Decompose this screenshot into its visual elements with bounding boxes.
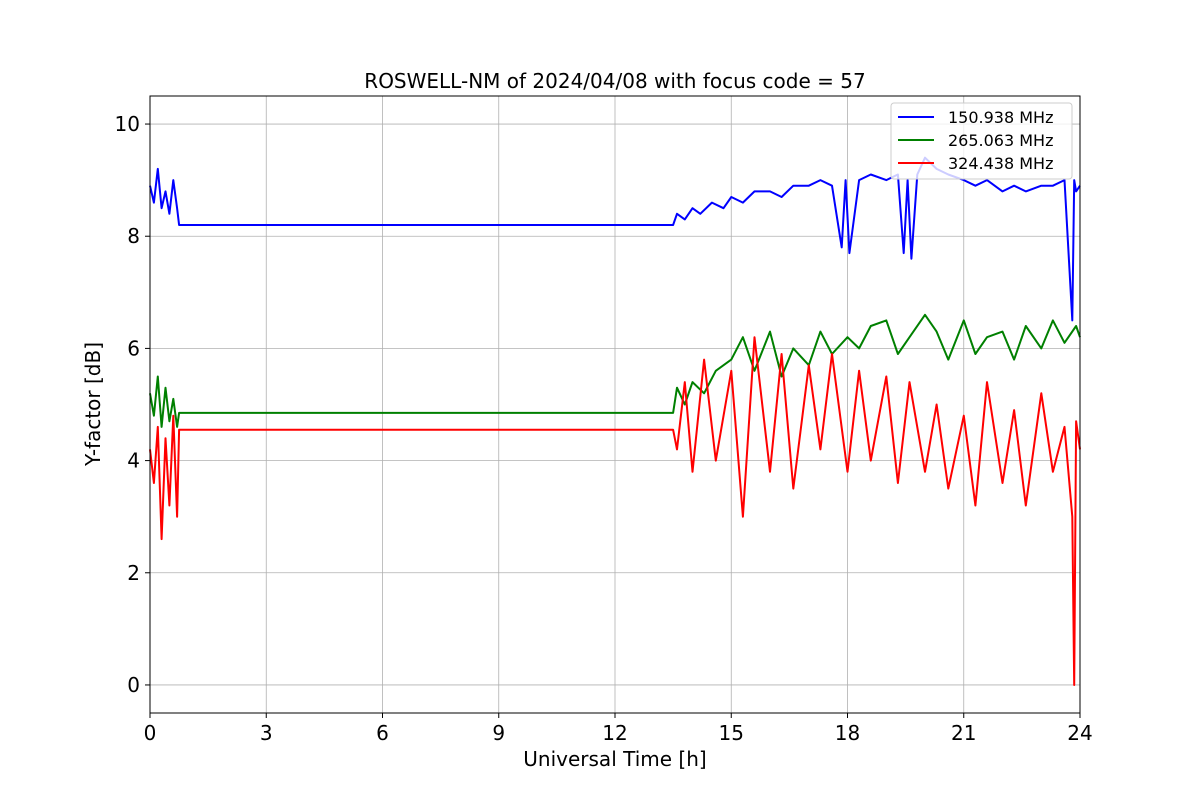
series-line-150-938	[149, 156, 1081, 322]
y-tick-label: 10	[115, 112, 140, 136]
legend-label-265mhz: 265.063 MHz	[948, 131, 1053, 150]
x-tick-label: 0	[144, 721, 157, 745]
x-axis-label: Universal Time [h]	[523, 747, 706, 771]
x-tick-label: 21	[951, 721, 976, 745]
x-tick-label: 6	[376, 721, 389, 745]
y-tick-label: 2	[127, 561, 140, 585]
x-tick-label: 3	[260, 721, 273, 745]
series-line-265-063	[149, 313, 1081, 428]
y-tick-label: 4	[127, 449, 140, 473]
series-line-324-438	[149, 336, 1081, 686]
y-tick-label: 8	[127, 224, 140, 248]
x-tick-label: 9	[492, 721, 505, 745]
grid	[149, 96, 1081, 713]
legend-label-150mhz: 150.938 MHz	[948, 108, 1053, 127]
y-axis-label: Y-factor [dB]	[81, 342, 105, 467]
y-axis-ticks: 0 2 4 6 8 10	[115, 112, 150, 697]
y-tick-label: 6	[127, 336, 140, 360]
y-tick-label: 0	[127, 673, 140, 697]
x-tick-label: 24	[1067, 721, 1092, 745]
legend-box	[890, 102, 1073, 180]
x-tick-label: 15	[719, 721, 744, 745]
x-tick-label: 18	[835, 721, 860, 745]
x-axis-ticks: 0 3 6 9 12 15 18 21 24	[144, 713, 1093, 745]
chart-title: ROSWELL-NM of 2024/04/08 with focus code…	[364, 69, 865, 93]
x-tick-label: 12	[602, 721, 627, 745]
series-lines	[149, 156, 1081, 686]
legend-label-324mhz: 324.438 MHz	[948, 154, 1053, 173]
legend: 150.938 MHz 265.063 MHz 324.438 MHz	[890, 102, 1073, 180]
